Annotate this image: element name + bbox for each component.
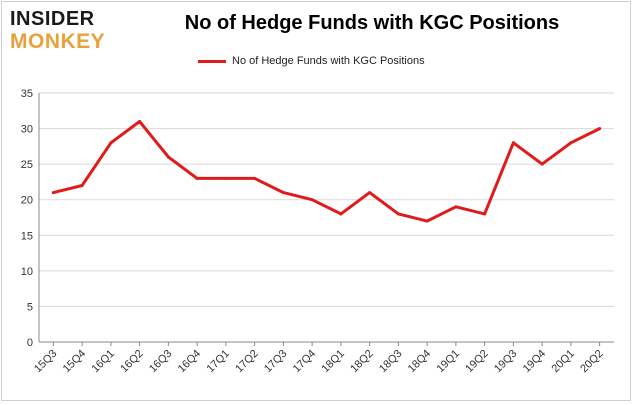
x-tick-label: 15Q4 <box>61 348 89 376</box>
chart-legend: No of Hedge Funds with KGC Positions <box>198 55 425 67</box>
data-point <box>540 162 544 166</box>
data-point <box>51 191 55 195</box>
x-tick-label: 18Q4 <box>406 348 434 376</box>
x-tick-label: 18Q1 <box>319 348 347 376</box>
x-tick-label: 19Q1 <box>434 348 462 376</box>
logo-line1: INSIDER <box>10 8 95 30</box>
chart-title: No of Hedge Funds with KGC Positions <box>184 12 560 34</box>
data-point <box>195 176 199 180</box>
legend-label: No of Hedge Funds with KGC Positions <box>232 55 425 67</box>
data-point <box>310 198 314 202</box>
data-point <box>138 119 142 123</box>
x-tick-label: 16Q2 <box>118 348 146 376</box>
insider-monkey-logo: INSIDER MONKEY <box>10 8 105 52</box>
x-tick-label: 15Q3 <box>32 348 60 376</box>
x-tick-label: 16Q3 <box>147 348 175 376</box>
x-tick-label: 16Q4 <box>176 348 204 376</box>
data-point <box>483 212 487 216</box>
y-tick-label: 20 <box>21 195 33 207</box>
x-tick-label: 18Q3 <box>377 348 405 376</box>
x-tick-label: 17Q4 <box>291 348 319 376</box>
data-point <box>368 191 372 195</box>
x-tick-label: 19Q3 <box>492 348 520 376</box>
y-tick-label: 35 <box>21 88 33 100</box>
data-point <box>166 155 170 159</box>
data-point <box>80 183 84 187</box>
x-tick-label: 19Q4 <box>521 348 549 376</box>
data-point <box>224 176 228 180</box>
x-tick-label: 17Q1 <box>204 348 232 376</box>
logo-line2: MONKEY <box>10 30 105 52</box>
legend-swatch <box>198 59 226 63</box>
data-point <box>339 212 343 216</box>
y-tick-label: 15 <box>21 230 33 242</box>
y-tick-label: 5 <box>27 301 33 313</box>
x-tick-label: 18Q2 <box>348 348 376 376</box>
data-point <box>425 219 429 223</box>
y-tick-label: 25 <box>21 159 33 171</box>
y-tick-label: 10 <box>21 266 33 278</box>
y-tick-label: 30 <box>21 124 33 136</box>
x-tick-label: 17Q2 <box>233 348 261 376</box>
x-tick-label: 20Q1 <box>549 348 577 376</box>
x-tick-label: 17Q3 <box>262 348 290 376</box>
data-point <box>511 141 515 145</box>
data-point <box>396 212 400 216</box>
data-point <box>569 141 573 145</box>
data-point <box>281 191 285 195</box>
x-tick-label: 19Q2 <box>463 348 491 376</box>
series-line <box>51 120 602 223</box>
x-tick-label: 20Q2 <box>578 348 606 376</box>
y-tick-label: 0 <box>27 337 33 349</box>
data-point <box>109 141 113 145</box>
data-point <box>253 176 257 180</box>
x-tick-label: 16Q1 <box>89 348 117 376</box>
data-point <box>454 205 458 209</box>
data-point <box>598 127 602 131</box>
